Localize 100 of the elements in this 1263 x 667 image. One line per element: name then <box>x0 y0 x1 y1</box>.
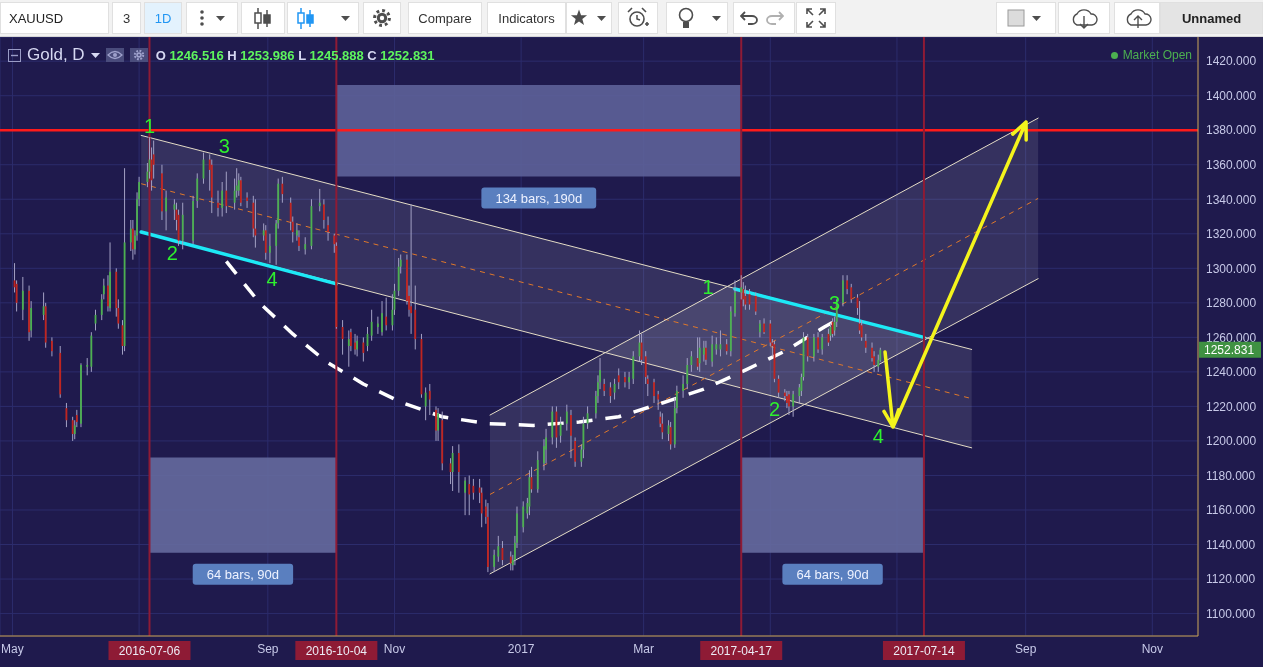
candlestick <box>657 390 660 411</box>
text: 1252.831 <box>1204 343 1255 358</box>
annotation: 4 <box>872 424 884 447</box>
candlestick <box>161 164 163 221</box>
annotation: 2 <box>166 241 178 264</box>
candlestick <box>254 198 257 249</box>
candlestick <box>424 386 427 421</box>
candlestick <box>323 198 325 230</box>
x-tick-label: Sep <box>1014 641 1037 656</box>
annotation: Market Open <box>1122 48 1192 62</box>
band-label: 64 bars, 90d <box>206 566 280 582</box>
y-tick-label: 1260.000 <box>1206 330 1257 345</box>
candlestick <box>356 335 359 357</box>
candlestick <box>788 390 790 416</box>
candlestick <box>109 241 111 312</box>
candlestick <box>192 195 194 245</box>
y-tick-label: 1320.000 <box>1206 227 1257 242</box>
candlestick <box>468 474 471 516</box>
candlestick <box>281 176 284 204</box>
y-tick-label: 1240.000 <box>1206 365 1257 380</box>
candlestick <box>705 340 707 366</box>
candlestick <box>744 285 747 311</box>
text: Gold, D <box>27 45 85 64</box>
candlestick <box>71 416 74 442</box>
y-tick-label: 1420.000 <box>1206 54 1257 69</box>
candlestick <box>370 309 373 342</box>
candlestick <box>759 319 761 338</box>
candlestick <box>385 297 388 331</box>
text: Compare <box>418 10 472 26</box>
candlestick <box>28 285 30 342</box>
y-tick-label: 1340.000 <box>1206 192 1257 207</box>
ref-line-label: 2017-07-14 <box>893 644 955 658</box>
candlestick <box>682 374 684 399</box>
y-tick-label: 1140.000 <box>1206 537 1256 552</box>
candlestick <box>51 336 53 357</box>
ref-line-label: 2016-07-06 <box>118 644 181 658</box>
candlestick <box>574 436 577 468</box>
candlestick <box>381 300 383 337</box>
y-tick-label: 1380.000 <box>1206 123 1257 138</box>
ref-line-label: 2016-10-04 <box>305 644 368 658</box>
x-tick-label: May <box>1 641 24 656</box>
candlestick <box>653 378 655 404</box>
candlestick <box>817 331 819 354</box>
candlestick <box>221 181 224 218</box>
candlestick <box>131 219 134 261</box>
candlestick <box>225 171 228 214</box>
candlestick <box>493 549 496 573</box>
text: 1D <box>154 10 172 26</box>
x-tick-label: 2017 <box>507 641 535 656</box>
annotation: 3 <box>829 292 841 315</box>
text: O 1246.516 H 1253.986 L 1245.888 C 1252.831 <box>155 47 435 63</box>
text: 3 <box>122 10 131 26</box>
candlestick <box>632 350 635 385</box>
x-tick-label: Nov <box>1141 641 1163 656</box>
annotation: 3 <box>218 134 230 157</box>
candlestick <box>806 333 809 363</box>
candlestick <box>497 535 500 563</box>
candlestick <box>196 172 199 209</box>
x-tick-label: Nov <box>383 641 406 656</box>
y-tick-label: 1220.000 <box>1206 399 1257 414</box>
candlestick <box>763 317 765 335</box>
candlestick <box>239 176 242 207</box>
candlestick <box>702 340 705 363</box>
x-tick-label: Sep <box>257 641 279 656</box>
candlestick <box>269 233 271 264</box>
y-tick-label: 1100.000 <box>1206 606 1256 621</box>
text: Unnamed <box>1181 10 1242 26</box>
annotation: 2 <box>768 397 781 420</box>
candlestick <box>217 190 219 218</box>
y-tick-label: 1160.000 <box>1206 503 1256 518</box>
candlestick <box>347 329 350 368</box>
band-label: 134 bars, 190d <box>495 190 583 206</box>
text: XAUUSD <box>9 10 64 26</box>
annotation: 4 <box>266 267 278 290</box>
candlestick <box>472 478 475 501</box>
candlestick <box>457 443 460 494</box>
candlestick <box>428 383 431 416</box>
candlestick <box>362 336 365 363</box>
candlestick <box>318 188 321 212</box>
candlestick <box>522 500 525 533</box>
candlestick <box>80 362 82 428</box>
candlestick <box>864 333 867 354</box>
candlestick <box>624 371 626 388</box>
y-tick-label: 1360.000 <box>1206 158 1257 172</box>
candlestick <box>850 283 853 304</box>
candlestick <box>570 409 572 459</box>
candlestick <box>464 476 466 516</box>
candlestick <box>21 276 24 321</box>
y-tick-label: 1180.000 <box>1206 468 1256 483</box>
candlestick <box>487 502 489 573</box>
candlestick <box>754 291 757 316</box>
annotation: 1 <box>702 275 714 298</box>
candlestick <box>846 274 849 295</box>
candlestick <box>617 367 620 390</box>
candlestick <box>246 191 248 209</box>
y-tick-label: 1300.000 <box>1206 261 1257 276</box>
candlestick <box>565 404 568 432</box>
candlestick <box>734 279 736 318</box>
ref-line-label: 2017-04-17 <box>710 644 773 658</box>
candlestick <box>165 190 167 231</box>
